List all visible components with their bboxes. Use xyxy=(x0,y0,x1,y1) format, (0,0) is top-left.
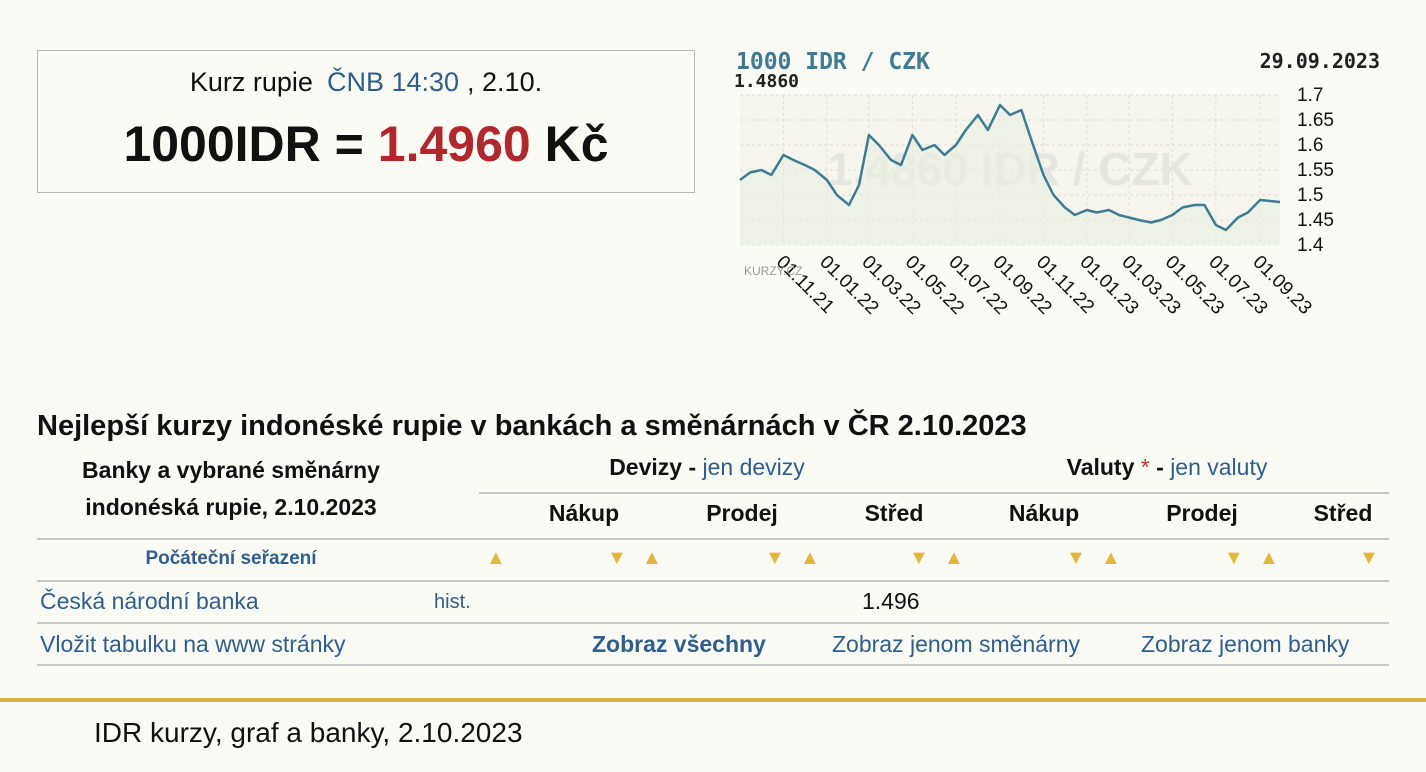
sort-asc-icon[interactable]: ▲ xyxy=(1259,547,1279,569)
header-left-line2: indonéská rupie, 2.10.2023 xyxy=(85,494,377,520)
valuty-group-header: Valuty * - jen valuty xyxy=(942,454,1392,481)
show-all-link[interactable]: Zobraz všechny xyxy=(592,631,766,657)
table-header-left: Banky a vybrané směnárny indonéská rupie… xyxy=(37,452,425,526)
y-tick-label: 1.55 xyxy=(1297,160,1334,181)
devizy-separator: - xyxy=(682,454,703,480)
rate-date: , 2.10. xyxy=(467,67,543,97)
y-tick-label: 1.45 xyxy=(1297,210,1334,231)
col-valuty-nakup: Nákup xyxy=(1008,500,1080,526)
sort-asc-icon[interactable]: ▲ xyxy=(944,547,964,569)
show-banks-link[interactable]: Zobraz jenom banky xyxy=(1141,631,1350,657)
kurzy-logo: KURZY.CZ xyxy=(744,264,802,278)
chart-current-value: 1.4860 xyxy=(734,71,799,92)
col-devizy-prodej: Prodej xyxy=(706,500,778,526)
header-divider xyxy=(37,538,1389,540)
initial-sort-link[interactable]: Počáteční seřazení xyxy=(145,548,317,569)
rates-table: Banky a vybrané směnárny indonéská rupie… xyxy=(37,452,1389,667)
sort-desc-icon[interactable]: ▼ xyxy=(1224,547,1244,569)
history-link[interactable]: hist. xyxy=(434,591,471,613)
group-divider xyxy=(479,492,1389,494)
exchange-rate-chart[interactable]: 1.7 1.65 1.6 1.55 1.5 1.45 1.4 01.11.21 01.01.22… xyxy=(720,45,1400,345)
table-bottom-divider xyxy=(37,664,1389,666)
devizy-label: Devizy xyxy=(609,454,683,480)
sort-desc-icon[interactable]: ▼ xyxy=(607,547,627,569)
y-tick-label: 1.6 xyxy=(1297,135,1323,156)
header-left-line1: Banky a vybrané směnárny xyxy=(82,457,380,483)
rate-header: Kurz rupie ČNB 14:30, 2.10. xyxy=(38,67,694,98)
cnb-source-link[interactable]: ČNB 14:30 xyxy=(326,67,460,97)
page-footer: IDR kurzy, graf a banky, 2.10.2023 xyxy=(94,717,523,748)
cnb-stred-value: 1.496 xyxy=(862,588,920,614)
y-tick-label: 1.7 xyxy=(1297,85,1323,106)
valuty-label: Valuty xyxy=(1066,454,1135,480)
rate-amount: 1000IDR = xyxy=(123,116,364,172)
y-tick-label: 1.5 xyxy=(1297,185,1323,206)
col-devizy-nakup: Nákup xyxy=(548,500,620,526)
devizy-group-header: Devizy - jen devizy xyxy=(482,454,932,481)
sort-asc-icon[interactable]: ▲ xyxy=(800,547,820,569)
valuty-star: * xyxy=(1140,454,1150,480)
embed-table-link[interactable]: Vložit tabulku na www stránky xyxy=(40,631,346,657)
sort-desc-icon[interactable]: ▼ xyxy=(1066,547,1086,569)
page-divider xyxy=(0,698,1426,702)
sort-desc-icon[interactable]: ▼ xyxy=(909,547,929,569)
devizy-only-link[interactable]: jen devizy xyxy=(702,454,805,480)
rate-currency: Kč xyxy=(544,116,609,172)
sort-row-divider xyxy=(37,580,1389,582)
section-title: Nejlepší kurzy indonéské rupie v bankách… xyxy=(37,410,1027,442)
rate-box: Kurz rupie ČNB 14:30, 2.10. 1000IDR = 1.4… xyxy=(37,50,695,193)
rate-value-line: 1000IDR = 1.4960 Kč xyxy=(38,115,694,173)
rate-prefix: Kurz rupie xyxy=(189,67,313,97)
bank-name-link[interactable]: Česká národní banka xyxy=(40,588,259,614)
valuty-only-link[interactable]: jen valuty xyxy=(1170,454,1268,480)
sort-desc-icon[interactable]: ▼ xyxy=(765,547,785,569)
col-valuty-stred: Střed xyxy=(1313,500,1373,526)
sort-asc-icon[interactable]: ▲ xyxy=(486,547,506,569)
sort-desc-icon[interactable]: ▼ xyxy=(1359,547,1379,569)
row-divider xyxy=(37,622,1389,624)
chart-title: 1000 IDR / CZK xyxy=(736,49,930,75)
y-tick-label: 1.65 xyxy=(1297,110,1334,131)
valuty-separator: - xyxy=(1149,454,1171,480)
col-devizy-stred: Střed xyxy=(864,500,924,526)
rate-value: 1.4960 xyxy=(377,116,531,172)
y-tick-label: 1.4 xyxy=(1297,235,1324,256)
col-valuty-prodej: Prodej xyxy=(1166,500,1238,526)
chart-svg: 1.71.651.61.551.51.451.401.11.2101.01.22… xyxy=(734,49,1380,319)
series-area xyxy=(740,105,1280,245)
series-line xyxy=(739,103,1281,232)
sort-asc-icon[interactable]: ▲ xyxy=(642,547,662,569)
show-exchanges-link[interactable]: Zobraz jenom směnárny xyxy=(832,631,1080,657)
sort-asc-icon[interactable]: ▲ xyxy=(1101,547,1121,569)
chart-date-label: 29.09.2023 xyxy=(1260,49,1380,73)
